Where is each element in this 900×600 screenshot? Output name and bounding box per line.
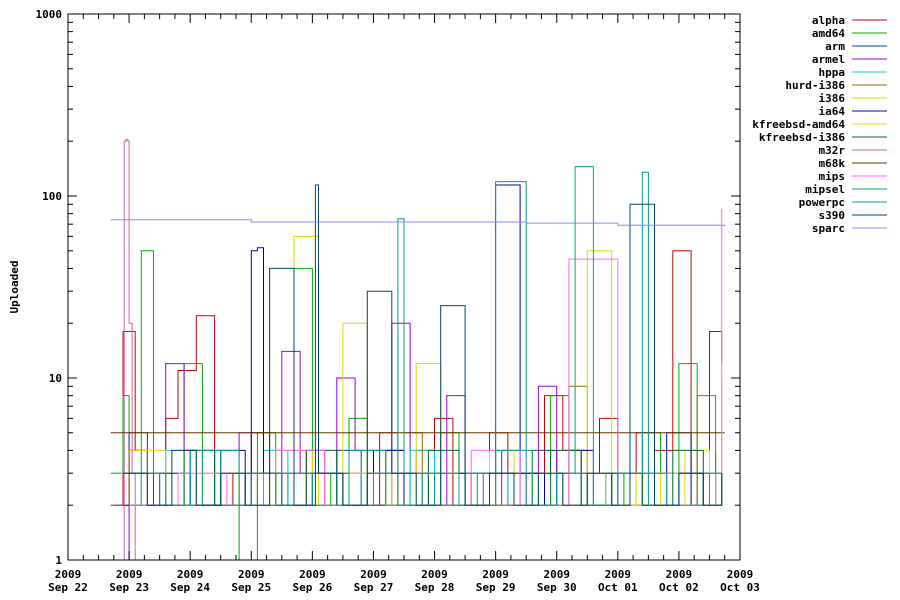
x-tick-date: Oct 03 bbox=[720, 581, 760, 594]
legend-label: kfreebsd-i386 bbox=[759, 131, 845, 144]
x-tick-year: 2009 bbox=[605, 568, 632, 581]
x-tick-date: Sep 22 bbox=[48, 581, 88, 594]
legend-label: ia64 bbox=[819, 105, 846, 118]
x-tick-year: 2009 bbox=[299, 568, 326, 581]
legend: alphaamd64armarmelhppahurd-i386i386ia64k… bbox=[752, 14, 887, 235]
y-tick-label: 100 bbox=[42, 190, 62, 203]
legend-label: m68k bbox=[819, 157, 846, 170]
legend-label: s390 bbox=[819, 209, 846, 222]
x-tick-date: Sep 26 bbox=[292, 581, 332, 594]
x-tick-date: Sep 23 bbox=[109, 581, 149, 594]
x-tick-year: 2009 bbox=[482, 568, 509, 581]
y-tick-label: 10 bbox=[49, 372, 62, 385]
x-tick-year: 2009 bbox=[421, 568, 448, 581]
series-line-sparc bbox=[110, 219, 726, 227]
legend-label: kfreebsd-amd64 bbox=[752, 118, 845, 131]
x-tick-date: Sep 28 bbox=[415, 581, 455, 594]
legend-label: mipsel bbox=[805, 183, 845, 196]
x-tick-date: Sep 24 bbox=[170, 581, 210, 594]
x-tick-date: Sep 30 bbox=[537, 581, 577, 594]
x-tick-year: 2009 bbox=[666, 568, 693, 581]
series-line-ia64 bbox=[123, 184, 717, 506]
y-axis-label: Uploaded bbox=[8, 261, 21, 314]
x-tick-year: 2009 bbox=[727, 568, 754, 581]
x-tick-year: 2009 bbox=[543, 568, 570, 581]
legend-label: arm bbox=[825, 40, 845, 53]
series-line-mipsel bbox=[129, 166, 723, 506]
series-layer bbox=[110, 138, 726, 561]
x-tick-date: Sep 25 bbox=[231, 581, 271, 594]
y-tick-label: 1000 bbox=[36, 8, 63, 21]
x-tick-year: 2009 bbox=[55, 568, 82, 581]
legend-label: alpha bbox=[812, 14, 845, 27]
y-tick-label: 1 bbox=[55, 554, 62, 567]
series-line-hurd-i386 bbox=[110, 385, 717, 506]
x-tick-year: 2009 bbox=[238, 568, 265, 581]
legend-label: hurd-i386 bbox=[785, 79, 845, 92]
series-line-arm bbox=[116, 432, 722, 506]
legend-label: mips bbox=[819, 170, 846, 183]
series-line-hppa bbox=[116, 449, 723, 506]
x-tick-date: Sep 29 bbox=[476, 581, 516, 594]
x-tick-date: Oct 02 bbox=[659, 581, 699, 594]
x-tick-year: 2009 bbox=[177, 568, 204, 581]
legend-label: armel bbox=[812, 53, 845, 66]
series-line-s390 bbox=[123, 184, 723, 506]
series-line-mips bbox=[129, 208, 723, 506]
x-tick-year: 2009 bbox=[360, 568, 387, 581]
legend-label: amd64 bbox=[812, 27, 845, 40]
legend-label: powerpc bbox=[799, 196, 845, 209]
x-tick-date: Sep 27 bbox=[354, 581, 394, 594]
x-tick-date: Oct 01 bbox=[598, 581, 638, 594]
series-line-armel bbox=[116, 322, 722, 561]
legend-label: hppa bbox=[819, 66, 846, 79]
series-line-amd64 bbox=[110, 250, 717, 561]
legend-label: m32r bbox=[819, 144, 846, 157]
legend-label: sparc bbox=[812, 222, 845, 235]
legend-label: i386 bbox=[819, 92, 846, 105]
x-tick-year: 2009 bbox=[116, 568, 143, 581]
